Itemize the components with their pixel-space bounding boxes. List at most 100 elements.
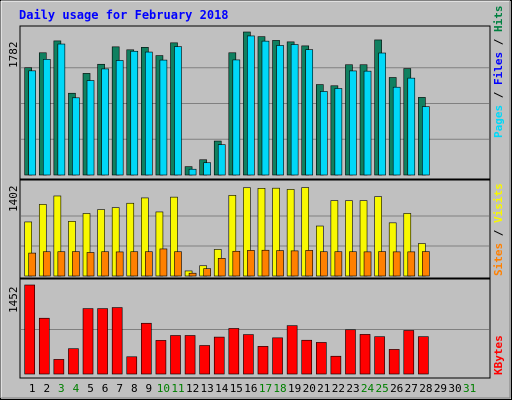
- bar-visits-day-10: [155, 211, 164, 277]
- bar-files-day-28: [422, 106, 430, 176]
- bar-sites-day-3: [57, 251, 66, 277]
- bar-sites-day-18: [276, 250, 284, 277]
- bar-kbytes-day-9: [141, 322, 152, 375]
- x-tick-label-25: 25: [375, 382, 388, 395]
- bar-sites-day-9: [145, 251, 153, 277]
- bar-sites-day-5: [86, 252, 95, 277]
- bar-visits-day-15: [228, 195, 237, 277]
- x-tick-label-10: 10: [157, 382, 170, 395]
- bar-visits-day-21: [315, 225, 324, 277]
- legend-hits: Hits: [492, 6, 505, 33]
- bar-sites-day-12: [188, 272, 197, 277]
- bar-kbytes-day-7: [111, 307, 123, 375]
- bar-sites-day-25: [378, 251, 386, 277]
- bar-kbytes-day-27: [403, 330, 415, 375]
- bar-kbytes-day-23: [345, 329, 356, 375]
- bar-visits-day-22: [330, 200, 339, 277]
- x-tick-label-13: 13: [201, 382, 214, 395]
- bar-sites-day-6: [101, 251, 109, 277]
- bar-visits-day-25: [374, 196, 382, 277]
- bar-sites-day-13: [203, 268, 211, 277]
- bar-files-day-10: [159, 59, 168, 176]
- bars: [24, 31, 430, 375]
- bar-sites-day-17: [261, 249, 270, 277]
- x-tick-label-26: 26: [390, 382, 403, 395]
- bar-files-day-27: [407, 77, 416, 176]
- bar-kbytes-day-16: [243, 334, 254, 375]
- bar-files-day-15: [232, 59, 241, 176]
- legend-visits: Visits: [492, 183, 505, 223]
- x-tick-label-28: 28: [419, 382, 432, 395]
- bar-files-day-17: [261, 40, 270, 176]
- bar-kbytes-day-15: [228, 328, 240, 375]
- bar-kbytes-day-11: [170, 335, 181, 375]
- x-axis-labels: 1 2 3 4 5 6 7 8 9 10 11 12 13 14 15 16 17 18 19 20 21 22 23 24 2…: [29, 382, 476, 395]
- bar-files-day-12: [188, 168, 197, 176]
- bar-sites-day-19: [290, 250, 299, 277]
- legend-pages-files-hits: Pages / Files / Hits: [492, 6, 505, 139]
- bar-kbytes-day-28: [418, 336, 429, 375]
- bar-files-day-3: [57, 43, 66, 176]
- bar-files-day-25: [378, 52, 386, 176]
- bar-files-day-26: [392, 86, 401, 176]
- panel2-max-label: 1402: [7, 186, 20, 213]
- bar-visits-day-17: [257, 188, 266, 277]
- bar-files-day-19: [290, 44, 299, 176]
- bar-kbytes-day-8: [126, 356, 138, 375]
- x-tick-label-31: 31: [463, 382, 476, 395]
- bar-visits-day-5: [82, 213, 91, 277]
- x-tick-label-29: 29: [434, 382, 447, 395]
- bar-files-day-9: [145, 51, 153, 176]
- bar-sites-day-11: [174, 251, 182, 277]
- bar-files-day-18: [276, 45, 284, 176]
- x-tick-label-30: 30: [448, 382, 461, 395]
- bar-kbytes-day-26: [388, 349, 400, 375]
- x-tick-label-9: 9: [146, 382, 153, 395]
- bar-files-day-14: [217, 144, 226, 176]
- x-tick-label-5: 5: [87, 382, 94, 395]
- x-tick-label-11: 11: [171, 382, 184, 395]
- bar-files-day-23: [349, 70, 357, 176]
- legend-sep-2: /: [492, 32, 505, 52]
- x-tick-label-16: 16: [244, 382, 257, 395]
- bar-kbytes-day-5: [82, 308, 94, 375]
- bar-sites-day-7: [115, 251, 124, 277]
- bar-kbytes-day-2: [38, 317, 50, 375]
- x-tick-label-21: 21: [317, 382, 330, 395]
- legend-pages: Pages: [492, 105, 505, 138]
- x-tick-label-22: 22: [332, 382, 345, 395]
- x-tick-label-8: 8: [131, 382, 138, 395]
- bar-kbytes-day-24: [359, 334, 371, 375]
- chart-title: Daily usage for February 2018: [19, 8, 229, 22]
- x-tick-label-7: 7: [116, 382, 123, 395]
- bar-files-day-6: [101, 68, 109, 176]
- bar-visits-day-18: [272, 187, 280, 277]
- bar-kbytes-day-22: [330, 355, 342, 375]
- bar-kbytes-day-18: [272, 337, 283, 375]
- bar-visits-day-19: [286, 189, 295, 277]
- bar-files-day-20: [305, 49, 314, 176]
- panel1-max-label: 1782: [7, 42, 20, 69]
- bar-sites-day-10: [159, 248, 168, 277]
- x-tick-label-14: 14: [215, 382, 229, 395]
- bar-files-day-5: [86, 80, 95, 176]
- bar-kbytes-day-20: [301, 339, 313, 375]
- bar-kbytes-day-17: [257, 346, 269, 375]
- x-tick-label-24: 24: [361, 382, 375, 395]
- bar-kbytes-day-1: [24, 284, 36, 375]
- bar-sites-day-16: [247, 250, 255, 277]
- x-tick-label-17: 17: [259, 382, 272, 395]
- bar-sites-day-1: [28, 252, 37, 277]
- bar-kbytes-day-13: [199, 345, 210, 375]
- bar-files-day-13: [203, 162, 211, 176]
- x-tick-label-4: 4: [73, 382, 80, 395]
- bar-files-day-2: [42, 59, 51, 176]
- bar-kbytes-day-3: [53, 359, 65, 375]
- bar-kbytes-day-19: [286, 325, 298, 375]
- bar-visits-day-16: [243, 187, 251, 277]
- bar-kbytes-day-6: [97, 308, 108, 375]
- bar-files-day-21: [319, 91, 328, 176]
- bar-visits-day-20: [301, 187, 310, 277]
- bar-files-day-16: [247, 35, 255, 176]
